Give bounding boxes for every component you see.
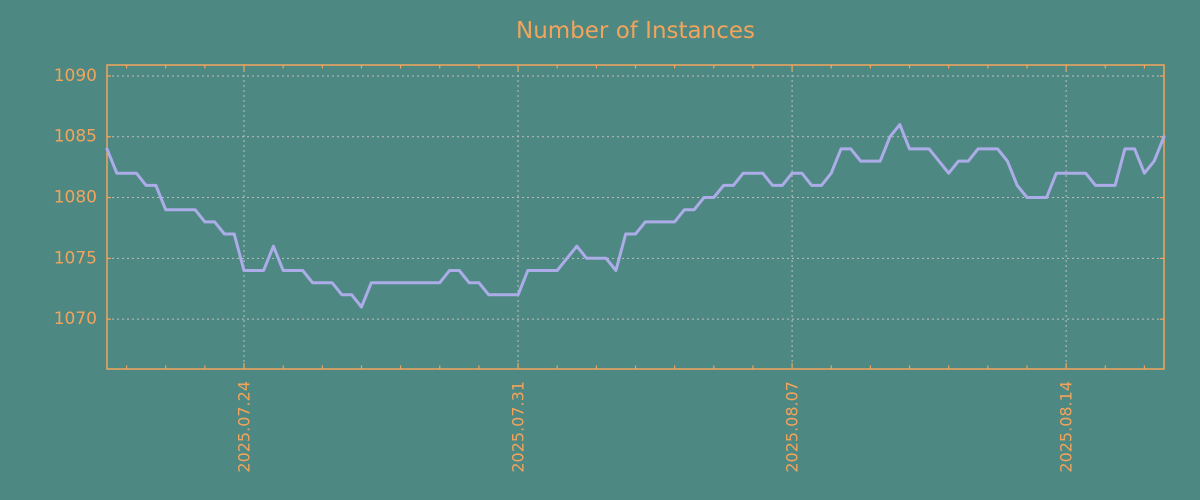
x-axis-labels: 2025.07.24 2025.07.31 2025.08.07 2025.08.14 bbox=[235, 381, 1076, 473]
x-tick-label: 2025.08.07 bbox=[783, 381, 802, 473]
y-tick-label: 1085 bbox=[54, 127, 97, 147]
x-tick-label: 2025.07.24 bbox=[235, 381, 254, 473]
series-line bbox=[105, 123, 1166, 309]
y-axis-labels: 1070 1075 1080 1085 1090 bbox=[54, 66, 97, 329]
chart-title: Number of Instances bbox=[516, 18, 755, 44]
x-tick-label: 2025.08.14 bbox=[1057, 381, 1076, 473]
x-tick-label: 2025.07.31 bbox=[509, 381, 528, 473]
tick-layer bbox=[107, 65, 1164, 369]
grid-layer bbox=[107, 65, 1164, 369]
y-tick-label: 1080 bbox=[54, 188, 97, 208]
y-tick-label: 1070 bbox=[54, 309, 97, 329]
y-tick-label: 1090 bbox=[54, 66, 97, 86]
plot-border bbox=[106, 64, 1165, 370]
y-tick-label: 1075 bbox=[54, 248, 97, 268]
